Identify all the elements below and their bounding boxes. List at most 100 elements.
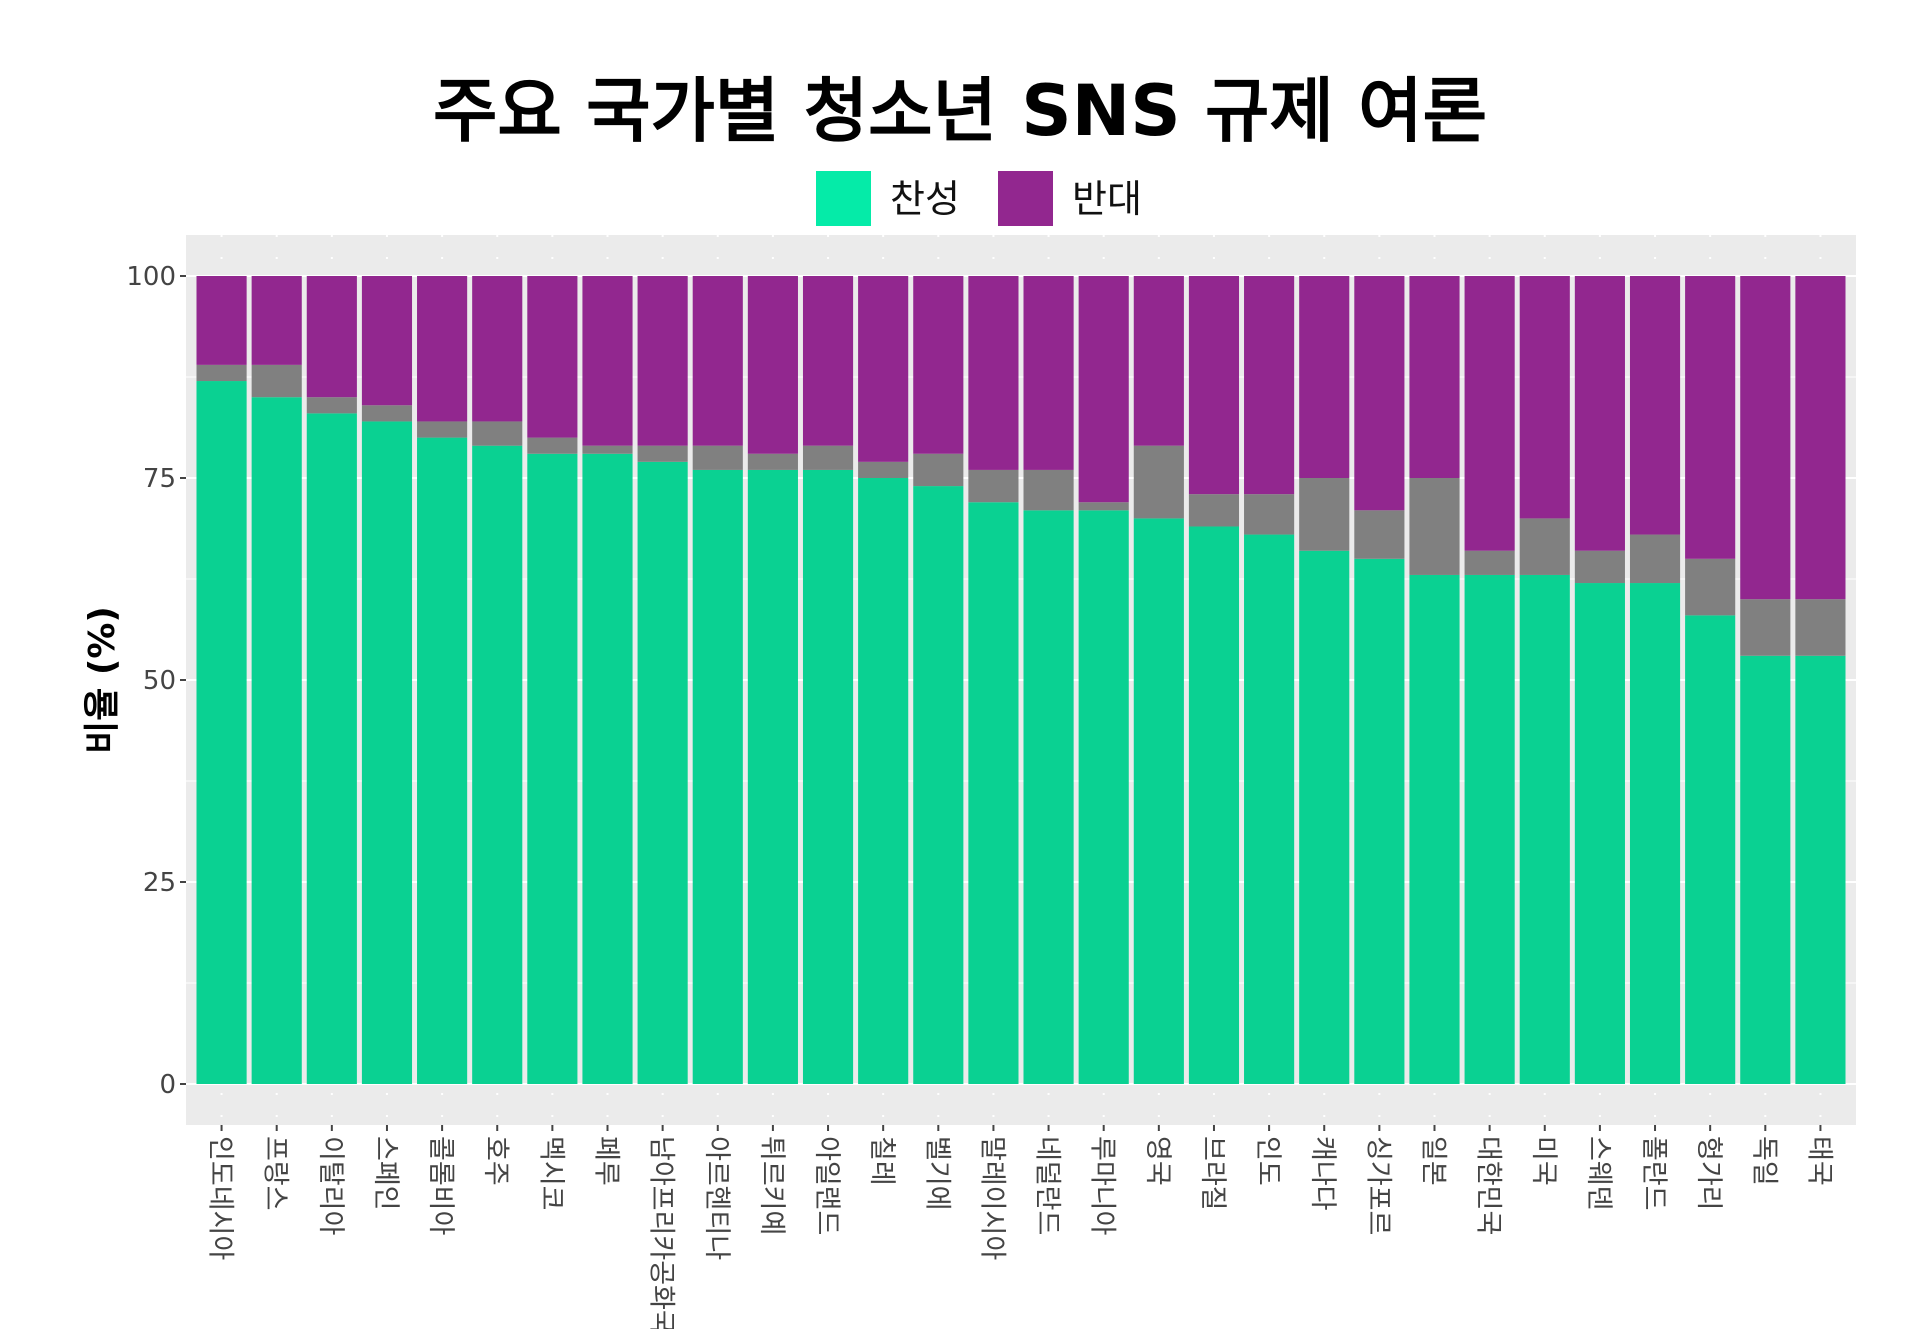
x-tick-label: 이탈리아 [315, 1136, 346, 1236]
bar-support [1574, 583, 1625, 1084]
bar-neutral [913, 453, 964, 487]
bar-neutral [1188, 494, 1240, 527]
bar-support [472, 445, 523, 1084]
bar-neutral [692, 445, 743, 470]
bar-support [1464, 574, 1515, 1084]
bar-neutral [306, 397, 357, 414]
bar-neutral [747, 453, 798, 470]
x-tick-label: 브라질 [1197, 1136, 1228, 1211]
bar-oppose [802, 276, 854, 446]
x-tick-label: 일본 [1418, 1136, 1449, 1186]
bar-oppose [1188, 276, 1240, 495]
x-tick-label: 프랑스 [260, 1136, 291, 1211]
x-tick-label: 남아프리카공화국 [646, 1136, 677, 1329]
x-tick-label: 튀르키예 [756, 1136, 787, 1235]
bar-neutral [1519, 518, 1570, 575]
bar-neutral [472, 421, 523, 446]
bar-neutral [1354, 510, 1405, 559]
bar-support [582, 453, 633, 1084]
bar-support [1133, 518, 1184, 1084]
bar-neutral [858, 461, 909, 478]
bar-oppose [747, 276, 798, 454]
bar-support [1409, 574, 1460, 1084]
y-axis: 0 25 50 75 100 [126, 262, 186, 1100]
x-tick-label: 대한민국 [1473, 1136, 1504, 1235]
bar-support [1629, 583, 1681, 1084]
bar-support [1354, 558, 1405, 1084]
bar-neutral [1023, 469, 1074, 511]
legend-swatch-0 [816, 171, 871, 226]
bar-neutral [1795, 599, 1846, 656]
bar-support [1078, 510, 1129, 1084]
x-tick-label: 인도 [1252, 1136, 1283, 1186]
bar-neutral [1685, 558, 1736, 616]
bar-neutral [1299, 478, 1350, 551]
bar-oppose [1409, 276, 1460, 478]
bar-oppose [913, 276, 964, 454]
x-tick-label: 루마니아 [1087, 1136, 1118, 1236]
bar-oppose [1244, 276, 1295, 495]
bar-neutral [417, 421, 468, 438]
x-tick-label: 멕시코 [535, 1136, 566, 1211]
bar-oppose [417, 276, 468, 422]
legend-label-0: 찬성 [890, 177, 960, 221]
x-axis: 인도네시아 프랑스 이탈리아 스페인 콜롬비아 호주 멕시코 페루 남아프리카공화국 아르헨티나 튀… [205, 1125, 1834, 1329]
x-tick-label: 스웨덴 [1583, 1136, 1614, 1211]
x-tick-label: 영국 [1142, 1136, 1173, 1186]
bar-support [968, 502, 1019, 1084]
bar-neutral [582, 445, 633, 454]
chart-title: 주요 국가별 청소년 SNS 규제 여론 [433, 70, 1487, 152]
bar-oppose [582, 276, 633, 446]
bar-support [1244, 534, 1295, 1084]
x-tick-label: 헝가리 [1693, 1136, 1724, 1211]
bar-neutral [1740, 599, 1791, 656]
bar-oppose [1078, 276, 1129, 503]
bar-support [527, 453, 578, 1084]
x-tick-label: 아일랜드 [811, 1136, 842, 1235]
bar-support [306, 413, 357, 1084]
x-tick-label: 호주 [480, 1136, 511, 1186]
bar-oppose [1464, 276, 1515, 551]
bar-oppose [1519, 276, 1570, 519]
y-tick-label: 75 [143, 464, 176, 494]
bar-support [1795, 655, 1846, 1084]
bar-oppose [1629, 276, 1681, 535]
bar-neutral [637, 445, 688, 462]
bar-oppose [968, 276, 1019, 470]
x-tick-label: 콜롬비아 [425, 1136, 456, 1236]
y-tick-label: 100 [126, 262, 176, 292]
bar-neutral [1244, 494, 1295, 535]
x-tick-label: 폴란드 [1638, 1136, 1669, 1211]
y-tick-label: 25 [143, 868, 176, 898]
bar-oppose [1023, 276, 1074, 470]
bar-neutral [1078, 502, 1129, 511]
bar-support [1299, 550, 1350, 1084]
bars [196, 276, 1846, 1085]
bar-support [1023, 510, 1074, 1084]
bar-neutral [361, 405, 413, 422]
bar-oppose [1354, 276, 1405, 511]
x-tick-label: 페루 [591, 1136, 622, 1186]
bar-oppose [361, 276, 413, 406]
bar-neutral [1629, 534, 1681, 584]
bar-support [196, 381, 247, 1084]
bar-support [1740, 655, 1791, 1084]
bar-support [858, 478, 909, 1084]
bar-support [802, 469, 854, 1084]
x-tick-label: 아르헨티나 [701, 1136, 732, 1260]
y-axis-title: 비율 (%) [82, 606, 123, 754]
legend: 찬성 반대 [816, 171, 1142, 226]
bar-neutral [802, 445, 854, 470]
bar-oppose [858, 276, 909, 462]
bar-support [1685, 615, 1736, 1084]
bar-oppose [1133, 276, 1184, 446]
bar-oppose [637, 276, 688, 446]
bar-oppose [1685, 276, 1736, 559]
bar-oppose [306, 276, 357, 398]
bar-oppose [1574, 276, 1625, 551]
x-tick-label: 미국 [1528, 1136, 1559, 1186]
x-tick-label: 스페인 [370, 1136, 401, 1211]
bar-oppose [1795, 276, 1846, 600]
bar-support [913, 486, 964, 1085]
x-tick-label: 네덜란드 [1032, 1136, 1063, 1235]
